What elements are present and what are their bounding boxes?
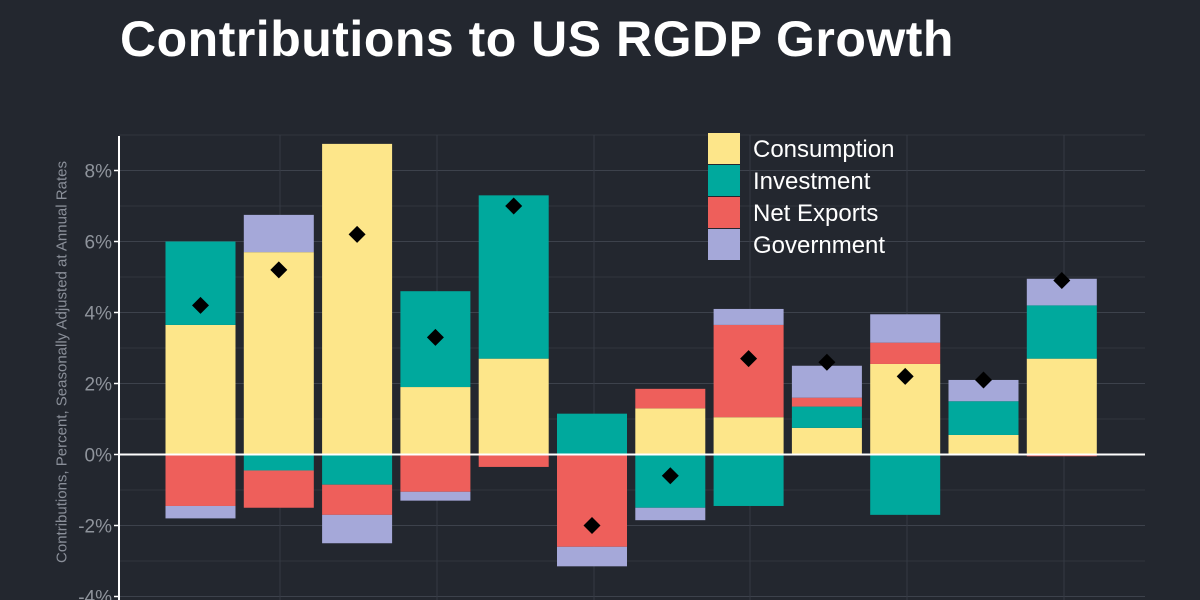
bar-consumption [400,387,471,455]
legend-label: Investment [753,168,871,195]
legend-swatch [708,197,740,228]
legend: Consumption Investment Net Exports Governme… [708,133,894,260]
bar-net-exports [713,324,784,418]
bar-investment [791,406,862,428]
bar-government [791,365,862,398]
bar-investment [557,413,627,455]
bar-net-exports [635,388,706,409]
legend-swatch [708,133,740,164]
legend-label: Consumption [753,136,894,163]
total-marker [505,197,523,215]
bar-investment [713,454,784,506]
bar-investment [948,401,1019,435]
axes [114,136,1145,600]
total-marker [975,371,992,389]
bar-consumption [243,252,314,455]
bar-consumption [322,143,393,455]
total-marker [896,367,914,385]
bar-government [635,507,706,521]
y-tick-label: 4% [85,304,113,325]
bar-government [243,214,314,253]
legend-swatch [708,229,740,260]
bar-net-exports [165,454,236,506]
y-tick-label: -4% [78,588,112,600]
bar-government [165,505,236,519]
bar-consumption [791,427,862,455]
y-tick-label: 6% [85,233,113,254]
legend-label: Net Exports [753,200,878,227]
bar-net-exports [870,342,941,364]
bar-net-exports [400,454,471,492]
bar-consumption [478,358,549,455]
total-marker [1053,272,1071,290]
total-marker [192,296,209,314]
bar-net-exports [478,454,549,467]
bar-government [713,308,784,325]
bar-consumption [635,408,706,455]
total-markers [192,197,1071,534]
total-marker [270,261,288,279]
total-marker [818,353,836,371]
bar-net-exports [322,484,393,515]
bar-consumption [165,324,236,455]
bar-government [870,314,941,343]
bar-consumption [948,434,1019,455]
bar-investment [870,454,941,515]
y-tick-label: 8% [85,162,113,183]
bar-net-exports [243,470,314,508]
y-tick-label: -2% [78,517,112,538]
bar-investment [478,195,549,359]
y-tick-label: 2% [85,375,113,396]
total-marker [583,517,601,534]
total-marker [661,467,679,485]
bar-investment [1026,305,1097,359]
total-marker [426,328,444,346]
chart-title: Contributions to US RGDP Growth [120,11,954,67]
bar-government [400,491,471,501]
bar-government [557,546,627,567]
bar-government [322,514,393,544]
bar-consumption [1026,358,1097,455]
legend-swatch [708,165,740,196]
bar-government [948,379,1019,402]
total-marker [348,225,366,243]
bar-consumption [713,417,784,455]
legend-label: Government [753,232,885,259]
total-marker [740,350,758,368]
bar-net-exports [791,397,862,407]
bar-investment [322,454,393,485]
y-tick-label: 0% [85,446,113,467]
y-tick-labels: -4% -2% 0% 2% 4% 6% 8% [78,162,112,600]
bars [165,143,1097,567]
bar-investment [243,454,314,471]
